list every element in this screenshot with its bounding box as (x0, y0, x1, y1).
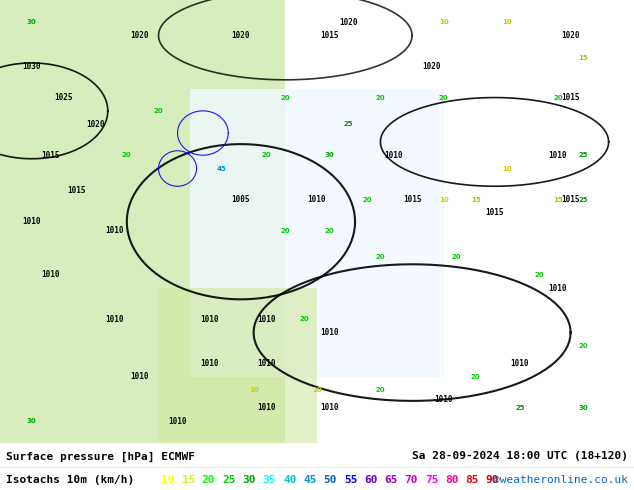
Text: 20: 20 (375, 387, 385, 393)
Text: 1015: 1015 (561, 195, 580, 204)
Text: 20: 20 (202, 475, 216, 485)
Text: 10: 10 (439, 19, 449, 25)
Text: 20: 20 (325, 227, 335, 234)
Text: 1010: 1010 (320, 328, 339, 337)
Text: 10: 10 (249, 387, 259, 393)
Text: 1020: 1020 (86, 120, 105, 129)
Text: 20: 20 (439, 95, 449, 100)
Text: 1010: 1010 (384, 151, 403, 160)
Text: 1010: 1010 (307, 195, 327, 204)
Text: 90: 90 (486, 475, 500, 485)
Text: 1010: 1010 (320, 403, 339, 413)
Text: 1010: 1010 (41, 270, 60, 279)
Text: 1020: 1020 (561, 31, 580, 40)
Text: 1020: 1020 (231, 31, 250, 40)
Text: 20: 20 (261, 152, 271, 158)
Text: Isotachs 10m (km/h): Isotachs 10m (km/h) (6, 475, 141, 485)
Text: 20: 20 (470, 374, 481, 380)
Text: 35: 35 (262, 475, 276, 485)
Text: 1010: 1010 (130, 372, 149, 381)
Text: 65: 65 (384, 475, 398, 485)
Text: 1010: 1010 (200, 359, 219, 368)
Text: 1030: 1030 (22, 62, 41, 71)
Text: 50: 50 (323, 475, 337, 485)
Text: 20: 20 (534, 272, 544, 278)
Text: 25: 25 (515, 405, 524, 411)
Text: 1010: 1010 (548, 151, 567, 160)
Text: 30: 30 (578, 405, 588, 411)
Text: 30: 30 (27, 19, 37, 25)
Text: 10: 10 (502, 19, 512, 25)
Text: 1010: 1010 (257, 359, 276, 368)
Text: 15: 15 (181, 475, 195, 485)
Text: 25: 25 (579, 196, 588, 202)
Text: 20: 20 (122, 152, 132, 158)
Text: 80: 80 (445, 475, 459, 485)
Text: 85: 85 (465, 475, 479, 485)
Text: 10: 10 (161, 475, 175, 485)
Text: 25: 25 (344, 121, 353, 127)
Text: 75: 75 (425, 475, 439, 485)
Text: 1010: 1010 (105, 226, 124, 235)
Text: 1020: 1020 (130, 31, 149, 40)
Text: 1010: 1010 (548, 284, 567, 293)
Text: 1015: 1015 (41, 151, 60, 160)
Text: 10: 10 (502, 166, 512, 171)
Text: 1010: 1010 (200, 315, 219, 324)
Text: 1010: 1010 (22, 217, 41, 226)
Text: 20: 20 (280, 227, 290, 234)
Text: 20: 20 (280, 95, 290, 100)
Text: 20: 20 (375, 95, 385, 100)
Text: 45: 45 (217, 166, 227, 171)
Text: 1020: 1020 (339, 18, 358, 26)
Text: 20: 20 (578, 343, 588, 349)
Text: 20: 20 (375, 254, 385, 260)
Text: Sa 28-09-2024 18:00 UTC (18+120): Sa 28-09-2024 18:00 UTC (18+120) (411, 451, 628, 462)
Text: 45: 45 (303, 475, 317, 485)
Text: 1025: 1025 (54, 93, 73, 102)
Text: 1015: 1015 (320, 31, 339, 40)
Bar (190, 89, 444, 377)
Text: 20: 20 (553, 95, 563, 100)
Text: 30: 30 (325, 152, 335, 158)
Text: 1010: 1010 (105, 315, 124, 324)
Text: 25: 25 (222, 475, 236, 485)
Text: 60: 60 (364, 475, 378, 485)
Text: 25: 25 (579, 152, 588, 158)
Text: 1010: 1010 (510, 359, 529, 368)
Bar (0, 0, 285, 443)
Text: 1010: 1010 (257, 315, 276, 324)
Text: 20: 20 (299, 316, 309, 322)
Text: 30: 30 (27, 418, 37, 424)
Bar (158, 288, 317, 443)
Text: 15: 15 (578, 55, 588, 61)
Text: Surface pressure [hPa] ECMWF: Surface pressure [hPa] ECMWF (6, 451, 195, 462)
Text: 30: 30 (242, 475, 256, 485)
Text: 15: 15 (553, 196, 563, 202)
Text: 1015: 1015 (561, 93, 580, 102)
Text: 1005: 1005 (231, 195, 250, 204)
Text: 55: 55 (344, 475, 358, 485)
Text: 1010: 1010 (257, 403, 276, 413)
Text: 70: 70 (404, 475, 418, 485)
Text: 20: 20 (153, 108, 164, 114)
Text: 40: 40 (283, 475, 297, 485)
Text: 1015: 1015 (67, 186, 86, 195)
Text: 1015: 1015 (403, 195, 422, 204)
Text: 20: 20 (363, 196, 373, 202)
Text: 15: 15 (470, 196, 481, 202)
Text: ©weatheronline.co.uk: ©weatheronline.co.uk (493, 475, 628, 485)
Text: 1010: 1010 (434, 394, 453, 404)
Text: 10: 10 (439, 196, 449, 202)
Text: 1020: 1020 (422, 62, 441, 71)
Text: 1010: 1010 (168, 417, 187, 426)
Text: 10: 10 (312, 387, 322, 393)
Text: 1015: 1015 (485, 208, 504, 218)
Text: 20: 20 (451, 254, 462, 260)
